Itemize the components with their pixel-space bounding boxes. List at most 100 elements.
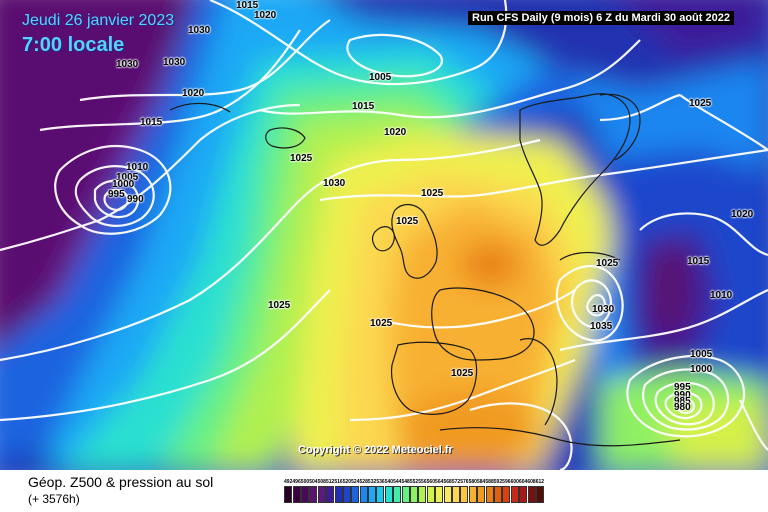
scale-color-box: [376, 486, 385, 503]
scale-label: 492: [284, 479, 293, 485]
isobar-label: 1025: [451, 368, 474, 379]
scale-swatch: 596: [502, 478, 511, 503]
scale-color-box: [435, 486, 444, 503]
scale-swatch: 572: [452, 478, 460, 503]
model-run-info: Run CFS Daily (9 mois) 6 Z du Mardi 30 a…: [468, 11, 734, 25]
scale-label: 580: [468, 479, 477, 485]
scale-label: 512: [325, 479, 335, 485]
scale-color-box: [443, 486, 452, 503]
scale-swatch: 600: [511, 478, 519, 503]
scale-label: 556: [418, 479, 427, 485]
scale-swatch: 556: [418, 478, 427, 503]
scale-swatch: 504: [309, 478, 318, 503]
scale-swatch: 536: [376, 478, 385, 503]
isobar-label: 1030: [116, 59, 139, 70]
isobar-label: 1035: [590, 321, 613, 332]
isobar-label: 1000: [690, 364, 713, 375]
scale-color-box: [334, 486, 343, 503]
scale-swatch: 604: [519, 478, 527, 503]
scale-swatch: 512: [326, 478, 334, 503]
isobar-label: 1025: [689, 98, 712, 109]
isobar-label: 1025: [596, 258, 619, 269]
isobar-label: 995: [674, 382, 691, 393]
forecast-date: Jeudi 26 janvier 2023: [22, 12, 175, 29]
isobar-label: 1005: [690, 349, 713, 360]
isobar-label: 1000: [112, 179, 135, 190]
scale-color-box: [535, 486, 544, 503]
scale-color-box: [351, 486, 360, 503]
scale-swatch: 492: [284, 478, 292, 503]
scale-color-box: [326, 486, 335, 503]
scale-label: 548: [401, 479, 410, 485]
scale-label: 504: [309, 479, 318, 485]
forecast-range: (+ 3576h): [28, 492, 80, 506]
isobar-label: 1015: [140, 117, 163, 128]
scale-swatch: 612: [536, 478, 544, 503]
scale-color-box: [452, 486, 460, 503]
scale-swatch: 520: [343, 478, 351, 503]
scale-label: 524: [351, 479, 360, 485]
legend-footer: Géop. Z500 & pression au sol (+ 3576h) 4…: [0, 470, 768, 512]
isobar-label: 1025: [268, 300, 291, 311]
scale-label: 496: [292, 479, 301, 485]
isobar-label: 1015: [352, 101, 375, 112]
isobar-label: 1020: [384, 127, 407, 138]
isobar-label: 1020: [182, 88, 205, 99]
scale-swatch: 568: [443, 478, 452, 503]
scale-color-box: [468, 486, 477, 503]
scale-label: 584: [477, 479, 486, 485]
scale-label: 520: [342, 479, 352, 485]
scale-swatch: 564: [435, 478, 443, 503]
isobar-label: 1010: [710, 290, 733, 301]
isobar-label: 1025: [396, 216, 419, 227]
scale-label: 544: [393, 479, 402, 485]
isobar-label: 995: [108, 189, 125, 200]
scale-label: 500: [300, 479, 310, 485]
scale-label: 516: [334, 479, 343, 485]
scale-label: 604: [518, 479, 528, 485]
scale-color-box: [418, 486, 427, 503]
scale-color-box: [359, 486, 368, 503]
scale-color-box: [527, 486, 536, 503]
map-title: Géop. Z500 & pression au sol: [28, 474, 214, 490]
scale-swatch: 552: [410, 478, 418, 503]
scale-label: 588: [485, 479, 494, 485]
scale-color-box: [292, 486, 301, 503]
isobar-label: 1010: [126, 162, 149, 173]
scale-color-box: [502, 486, 511, 503]
scale-swatch: 548: [401, 478, 410, 503]
isobar-label: 1015: [236, 0, 259, 11]
isobar-label: 1015: [687, 256, 710, 267]
scale-label: 572: [451, 479, 461, 485]
scale-swatch: 532: [368, 478, 376, 503]
scale-swatch: 592: [494, 478, 502, 503]
scale-label: 560: [426, 479, 435, 485]
scale-label: 608: [527, 479, 536, 485]
scale-swatch: 508: [318, 478, 326, 503]
scale-label: 540: [384, 479, 394, 485]
scale-label: 536: [376, 479, 385, 485]
scale-color-box: [309, 486, 318, 503]
isobar-label: 1025: [421, 188, 444, 199]
scale-label: 508: [317, 479, 326, 485]
scale-label: 612: [535, 479, 545, 485]
scale-swatch: 560: [427, 478, 435, 503]
isobar-label: 1030: [323, 178, 346, 189]
scale-swatch: 500: [301, 478, 309, 503]
scale-swatch: 584: [477, 478, 485, 503]
scale-color-box: [300, 486, 309, 503]
isobar-label: 990: [127, 194, 144, 205]
scale-swatch: 516: [334, 478, 343, 503]
isobar-label: 980: [674, 402, 691, 413]
isobar-label: 1025: [290, 153, 313, 164]
scale-color-box: [493, 486, 502, 503]
scale-color-box: [393, 486, 402, 503]
isobar-label: 1030: [592, 304, 615, 315]
scale-color-box: [510, 486, 519, 503]
scale-color-box: [477, 486, 486, 503]
scale-color-box: [384, 486, 393, 503]
scale-label: 596: [502, 479, 511, 485]
scale-color-box: [284, 486, 293, 503]
scale-swatch: 588: [485, 478, 494, 503]
weather-map: Jeudi 26 janvier 2023 7:00 locale Run CF…: [0, 0, 768, 470]
